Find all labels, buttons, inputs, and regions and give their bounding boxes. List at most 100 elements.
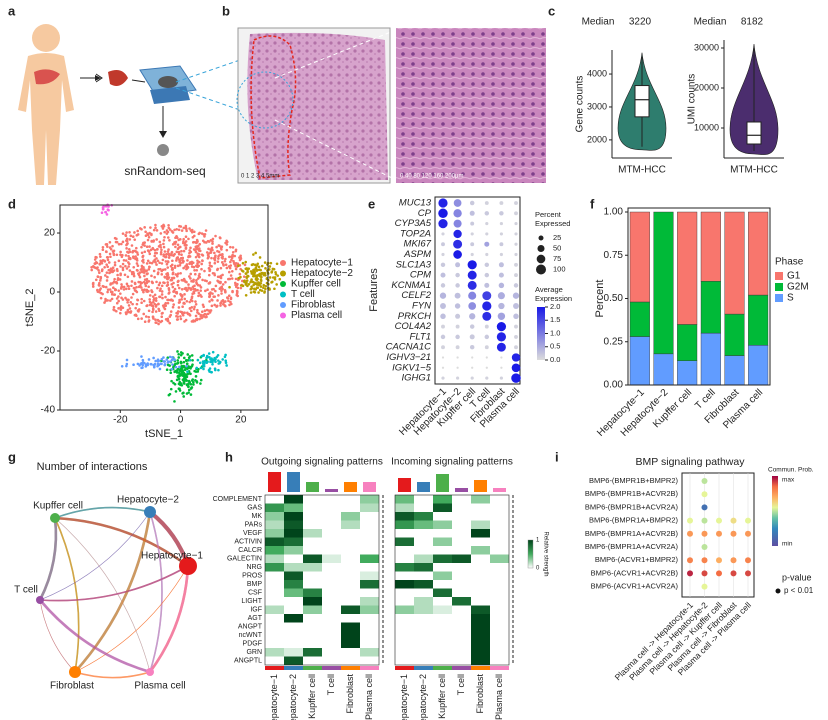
- cell-point: [164, 295, 167, 299]
- cell-point: [224, 280, 227, 284]
- heat-cell: [341, 605, 360, 614]
- cell-point: [148, 265, 151, 269]
- row-label: GAS: [247, 505, 262, 512]
- heat-cell: [303, 605, 322, 614]
- cell-point: [127, 257, 131, 261]
- dot: [456, 366, 459, 369]
- cell-point: [104, 297, 107, 301]
- cell-point: [128, 238, 132, 241]
- legend-swatch: [280, 270, 286, 277]
- cell-point: [239, 257, 243, 260]
- heat-cell: [360, 648, 379, 657]
- cell-point: [157, 245, 161, 248]
- dot: [441, 252, 445, 257]
- plot-frame: [59, 204, 269, 411]
- cell-point: [152, 228, 156, 232]
- cell-point: [207, 273, 211, 277]
- cell-point: [171, 272, 175, 276]
- dot: [456, 376, 460, 380]
- cell-point: [128, 307, 132, 310]
- cell-point: [153, 254, 157, 258]
- heat-cell: [452, 597, 471, 606]
- cell-point: [225, 266, 229, 270]
- cell-point: [135, 286, 138, 289]
- plot-frame: [434, 196, 521, 385]
- node-label: Kupffer cell: [33, 501, 83, 512]
- colorbar-title: Relative strength: [542, 531, 548, 576]
- cell-point: [135, 262, 139, 265]
- cell-point: [144, 284, 148, 288]
- heat-cell: [341, 580, 360, 589]
- size-key-label: 50: [553, 243, 561, 252]
- cell-point: [220, 285, 224, 289]
- cell-point: [208, 261, 212, 265]
- cell-point: [178, 380, 182, 384]
- edges: [38, 506, 190, 679]
- cell-point: [190, 230, 194, 234]
- cell-point: [194, 250, 198, 254]
- cell-point: [259, 285, 263, 288]
- y-tick-label: 0.25: [604, 336, 624, 347]
- feature-label: TOP2A: [400, 228, 431, 239]
- cell-point: [112, 286, 115, 289]
- dot: [716, 570, 722, 577]
- heat-cell: [414, 571, 433, 580]
- cell-point: [189, 367, 192, 370]
- edge: [54, 516, 189, 568]
- cell-point: [224, 241, 227, 245]
- cell-point: [132, 265, 136, 269]
- cell-point: [214, 357, 217, 361]
- cell-point: [119, 273, 122, 277]
- cell-point: [131, 292, 135, 296]
- panel-label: a: [8, 3, 16, 18]
- cell-point: [201, 278, 204, 282]
- cell-point: [120, 296, 123, 300]
- cell-point: [158, 281, 162, 285]
- cell-point: [139, 282, 143, 285]
- heat-cell: [490, 605, 509, 614]
- cell-point: [189, 287, 193, 290]
- heat-cell: [265, 605, 284, 614]
- cell-point: [165, 358, 169, 361]
- x-tick-label: Plasma cell: [364, 674, 374, 720]
- cell-point: [239, 286, 243, 290]
- cell-point: [245, 267, 249, 270]
- cell-point: [210, 304, 214, 308]
- cell-point: [183, 241, 187, 245]
- cell-point: [173, 294, 176, 298]
- y-tick-label: 10000: [694, 122, 719, 132]
- dot: [498, 302, 505, 310]
- cell-point: [196, 259, 199, 262]
- category-strip: [471, 666, 490, 670]
- cell-point: [126, 250, 129, 254]
- dot: [687, 530, 693, 537]
- cell-point: [170, 250, 174, 254]
- cell-point: [246, 274, 250, 278]
- dot: [514, 262, 518, 267]
- dot: [440, 272, 446, 278]
- cell-point: [200, 267, 203, 271]
- cell-point: [201, 364, 205, 367]
- cell-point: [188, 249, 191, 252]
- cell-point: [120, 283, 123, 286]
- heat-cell: [471, 529, 490, 538]
- legend-swatch: [280, 291, 286, 298]
- cell-point: [225, 364, 228, 367]
- heat-cell: [360, 588, 379, 597]
- cell-point: [106, 288, 110, 291]
- cell-point: [182, 240, 185, 243]
- x-tick-label: Hepatocyte−2: [288, 674, 298, 720]
- dot: [514, 201, 518, 205]
- cell-point: [204, 229, 208, 232]
- heat-cell: [452, 580, 471, 589]
- y-tick-label: 0.00: [604, 380, 624, 391]
- cell-point: [127, 265, 130, 268]
- cell-point: [154, 299, 158, 302]
- cell-point: [258, 288, 262, 292]
- cell-point: [145, 245, 149, 249]
- row-label: COMPLEMENT: [213, 496, 263, 503]
- cell-point: [216, 267, 220, 271]
- cell-point: [112, 280, 116, 284]
- cell-point: [173, 400, 176, 403]
- cell-point: [230, 258, 233, 262]
